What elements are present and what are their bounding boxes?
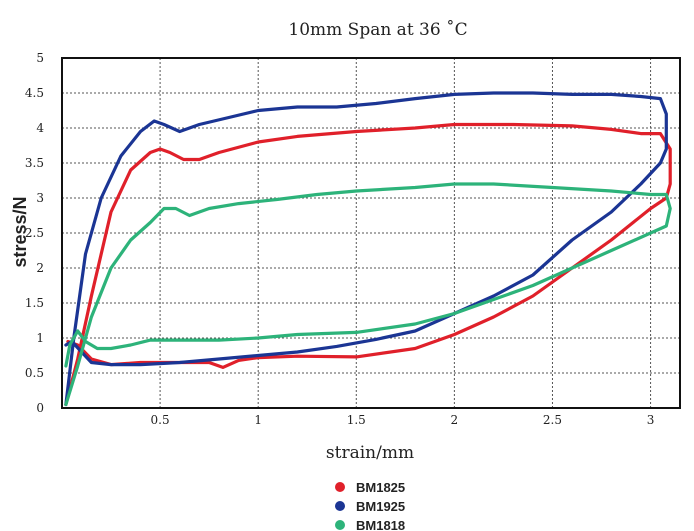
y-tick-label: 5 bbox=[36, 51, 44, 65]
series-line-bm1825 bbox=[64, 122, 672, 407]
legend-marker-bm1825 bbox=[335, 482, 345, 492]
x-axis-label: strain/mm bbox=[326, 443, 414, 463]
legend-marker-bm1925 bbox=[335, 501, 345, 511]
legend-label-bm1818: BM1818 bbox=[356, 518, 405, 531]
series-line-bm1925 bbox=[64, 91, 668, 407]
y-axis-label: stress/N bbox=[10, 196, 30, 267]
plot-frame bbox=[61, 57, 681, 409]
grid-lines bbox=[62, 58, 680, 408]
y-tick-label: 4.5 bbox=[25, 86, 44, 100]
x-tick-label: 0.5 bbox=[151, 413, 170, 427]
series-layer bbox=[64, 91, 672, 407]
y-tick-label: 2.5 bbox=[25, 226, 44, 240]
series-line-bm1818 bbox=[64, 182, 672, 407]
chart-title: 10mm Span at 36 ˚C bbox=[288, 20, 467, 40]
y-tick-label: 2 bbox=[36, 261, 44, 275]
y-tick-label: 0.5 bbox=[25, 366, 44, 380]
x-tick-label: 1.5 bbox=[347, 413, 366, 427]
y-tick-label: 1 bbox=[36, 331, 44, 345]
y-tick-label: 0 bbox=[36, 401, 44, 415]
legend: BM1825 BM1925 BM1818 bbox=[335, 480, 405, 531]
x-tick-label: 1 bbox=[254, 413, 262, 427]
y-tick-label: 1.5 bbox=[25, 296, 44, 310]
legend-marker-bm1818 bbox=[335, 520, 345, 530]
legend-label-bm1825: BM1825 bbox=[356, 480, 405, 495]
x-tick-label: 2.5 bbox=[543, 413, 562, 427]
y-tick-label: 3 bbox=[36, 191, 44, 205]
x-tick-label: 3 bbox=[647, 413, 655, 427]
legend-label-bm1925: BM1925 bbox=[356, 499, 405, 514]
axis-ticks: 0 0.5 1 1.5 2 2.5 3 3.5 4 4.5 5 0.5 1 1.5 2 2.5 3 bbox=[25, 51, 654, 427]
y-tick-label: 4 bbox=[36, 121, 44, 135]
y-tick-label: 3.5 bbox=[25, 156, 44, 170]
x-tick-label: 2 bbox=[451, 413, 459, 427]
